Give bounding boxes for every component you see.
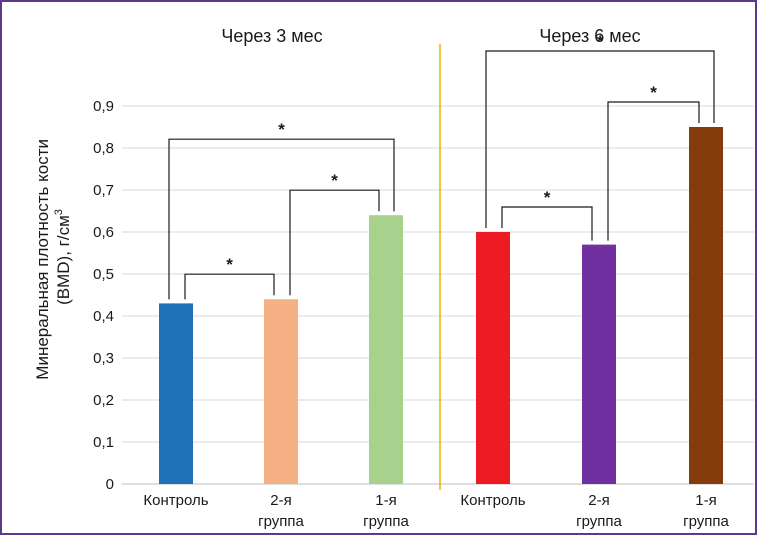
y-tick-label: 0,7 xyxy=(93,182,114,199)
x-category-label: 2-я группа xyxy=(576,492,622,530)
significance-star: * xyxy=(226,255,233,274)
panel-1: Через 3 мес Контроль 2-я группа 1-я группа * * * xyxy=(143,26,409,530)
y-axis-ticks: 0 0,1 0,2 0,3 0,4 0,5 0,6 0,7 0,8 0,9 xyxy=(93,98,114,493)
y-tick-label: 0,9 xyxy=(93,98,114,115)
bar xyxy=(689,127,723,484)
panel-title: Через 6 мес xyxy=(539,26,640,46)
y-axis-label-superscript: 3 xyxy=(53,209,65,215)
significance-star: * xyxy=(331,171,338,190)
significance-bracket xyxy=(169,139,394,299)
significance-bracket xyxy=(502,207,592,241)
y-tick-label: 0,2 xyxy=(93,392,114,409)
y-tick-label: 0,8 xyxy=(93,140,114,157)
y-axis-label-line2: (BMD), г/см xyxy=(54,215,73,305)
gridlines xyxy=(122,106,754,484)
significance-star: * xyxy=(650,83,657,102)
bar xyxy=(582,245,616,484)
bar xyxy=(369,215,403,484)
x-category-label: Контроль xyxy=(143,492,208,509)
y-tick-label: 0,4 xyxy=(93,308,114,325)
y-axis-label: Минеральная плотность кости (BMD), г/см3 xyxy=(33,134,73,379)
x-category-label: Контроль xyxy=(460,492,525,509)
bar xyxy=(476,232,510,484)
significance-bracket xyxy=(290,190,379,295)
y-tick-label: 0,1 xyxy=(93,434,114,451)
bar xyxy=(159,303,193,484)
y-tick-label: 0,5 xyxy=(93,266,114,283)
y-tick-label: 0,3 xyxy=(93,350,114,367)
y-tick-label: 0 xyxy=(106,476,114,493)
y-tick-label: 0,6 xyxy=(93,224,114,241)
x-category-label: 1-я группа xyxy=(363,492,409,530)
significance-bracket xyxy=(608,102,699,241)
bar xyxy=(264,299,298,484)
y-axis-label-line1: Минеральная плотность кости xyxy=(33,139,52,380)
significance-bracket xyxy=(486,51,714,228)
panel-title: Через 3 мес xyxy=(221,26,322,46)
significance-star: * xyxy=(597,32,604,51)
x-category-label: 1-я группа xyxy=(683,492,729,530)
x-category-label: 2-я группа xyxy=(258,492,304,530)
panel-2: Через 6 мес Контроль 2-я группа 1-я группа * * * xyxy=(460,26,729,530)
significance-bracket xyxy=(185,274,274,299)
chart-panels: Через 3 мес Контроль 2-я группа 1-я группа * * *… xyxy=(143,26,729,530)
significance-star: * xyxy=(278,120,285,139)
significance-star: * xyxy=(544,188,551,207)
